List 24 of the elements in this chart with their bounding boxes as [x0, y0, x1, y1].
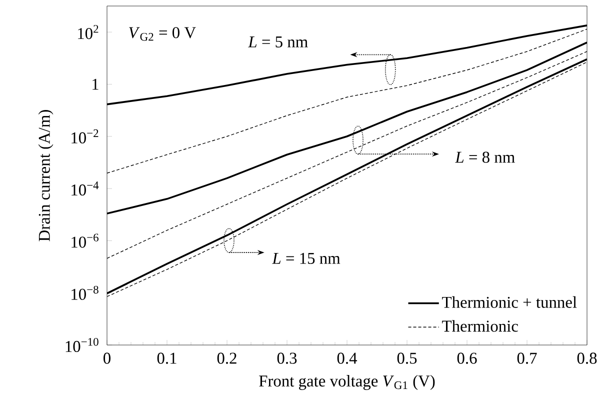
- x-tick-label: 0.4: [337, 352, 358, 364]
- x-tick-label: 0: [104, 352, 110, 364]
- y-tick-label: 10$^{−6}$: [72, 234, 98, 248]
- x-tick-label: 0.1: [157, 352, 176, 364]
- x-tick-label: 0.8: [577, 352, 597, 364]
- x-tick-label: 0.3: [277, 352, 297, 364]
- x-tick-label: 0.5: [397, 352, 417, 364]
- y-tick-label: 1: [92, 78, 98, 90]
- y-tick-label: 10$^{−8}$: [72, 286, 98, 300]
- legend-label: Thermionic + tunnel: [442, 296, 577, 308]
- annotation: V$_{G2}$ = 0 V: [129, 27, 196, 41]
- x-tick-label: 0.2: [217, 352, 236, 364]
- y-tick-label: 10$^{2}$: [78, 25, 98, 40]
- x-axis-title: Front gate voltage V$_{G1}$ (V): [259, 375, 435, 390]
- legend-label: Thermionic: [442, 320, 518, 332]
- y-axis-title: Drain current (A/m): [38, 110, 54, 242]
- annotation: L = 15 nm: [272, 252, 340, 264]
- x-tick-label: 0.6: [457, 352, 477, 364]
- y-tick-label: 10$^{−10}$: [66, 338, 98, 352]
- x-tick-label: 0.7: [517, 352, 537, 364]
- annotation: L = 5 nm: [248, 36, 308, 48]
- y-tick-label: 10$^{−2}$: [72, 129, 98, 144]
- annotation: L = 8 nm: [455, 152, 515, 163]
- y-tick-label: 10$^{−4}$: [72, 182, 99, 196]
